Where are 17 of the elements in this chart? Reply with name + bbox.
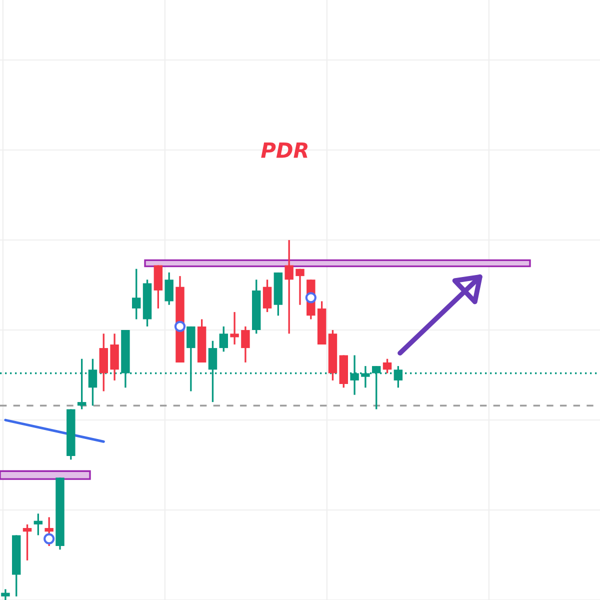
candlestick — [262, 278, 272, 313]
text: PDR — [261, 142, 308, 158]
candlestick — [44, 516, 54, 547]
candlestick — [382, 358, 392, 374]
candlestick — [284, 239, 294, 334]
candlestick — [186, 326, 196, 392]
candlestick — [230, 311, 239, 346]
candlestick — [296, 268, 304, 306]
candlestick — [132, 268, 141, 320]
candlestick — [219, 326, 228, 352]
candlestick — [88, 358, 98, 406]
candlestick — [1, 588, 10, 600]
candlestick — [34, 512, 43, 536]
candlestick — [241, 326, 250, 364]
candlestick — [22, 524, 32, 562]
candlestick — [394, 365, 403, 388]
candlestick — [164, 272, 174, 306]
